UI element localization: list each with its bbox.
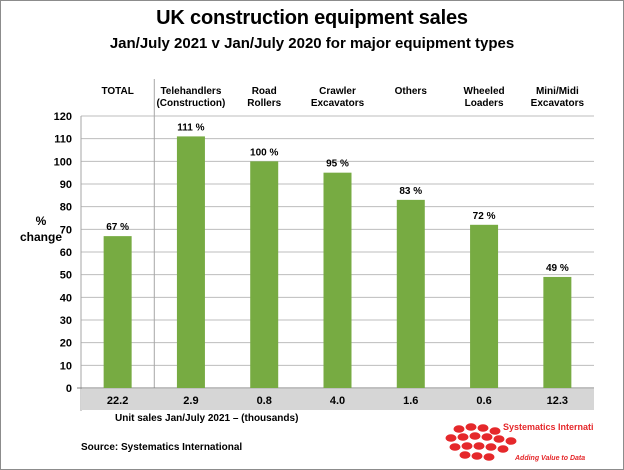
data-label: 72 % bbox=[473, 211, 496, 222]
y-tick-label: 70 bbox=[60, 224, 72, 236]
logo-dot bbox=[489, 427, 501, 435]
data-label: 100 % bbox=[250, 147, 278, 158]
data-label: 83 % bbox=[399, 186, 422, 197]
category-label: Excavators bbox=[531, 98, 585, 109]
y-tick-label: 60 bbox=[60, 247, 72, 259]
y-axis-label: change bbox=[20, 230, 62, 244]
unit-sales-value: 0.8 bbox=[257, 395, 272, 407]
category-label: Crawler bbox=[319, 86, 356, 97]
logo-dot bbox=[471, 452, 483, 460]
category-label: Rollers bbox=[247, 98, 281, 109]
data-label: 67 % bbox=[106, 222, 129, 233]
logo-dot bbox=[481, 433, 493, 441]
logo-dot bbox=[465, 423, 477, 431]
bar bbox=[103, 236, 132, 388]
logo-tagline: Adding Value to Data bbox=[514, 455, 585, 462]
unit-sales-value: 22.2 bbox=[107, 395, 128, 407]
y-tick-label: 40 bbox=[60, 292, 72, 304]
category-label: Wheeled bbox=[464, 86, 505, 97]
category-label: Others bbox=[395, 86, 428, 97]
logo-dot bbox=[485, 443, 497, 451]
y-tick-label: 20 bbox=[60, 338, 72, 350]
category-label: Excavators bbox=[311, 98, 365, 109]
unit-sales-value: 2.9 bbox=[183, 395, 198, 407]
bar bbox=[396, 199, 425, 388]
logo-name: Systematics International Ltd. bbox=[503, 422, 593, 432]
chart-subtitle: Jan/July 2021 v Jan/July 2020 for major … bbox=[109, 35, 515, 52]
category-label: Road bbox=[252, 86, 277, 97]
source-note: Source: Systematics International bbox=[81, 442, 243, 453]
unit-sales-value: 1.6 bbox=[403, 395, 418, 407]
bar bbox=[470, 224, 499, 388]
category-label: Loaders bbox=[465, 98, 504, 109]
unit-sales-caption: Unit sales Jan/July 2021 – (thousands) bbox=[115, 413, 299, 424]
data-label: 49 % bbox=[546, 263, 569, 274]
bar bbox=[543, 276, 572, 388]
category-label: TOTAL bbox=[101, 86, 133, 97]
logo-dot bbox=[497, 445, 509, 453]
y-tick-label: 50 bbox=[60, 270, 72, 282]
chart-title: UK construction equipment sales bbox=[156, 7, 468, 29]
logo-dot bbox=[449, 443, 461, 451]
logo-dot bbox=[457, 433, 469, 441]
y-tick-label: 10 bbox=[60, 360, 72, 372]
y-axis-label: % bbox=[36, 214, 47, 228]
bar bbox=[176, 136, 205, 388]
unit-sales-value: 0.6 bbox=[476, 395, 491, 407]
logo-dot bbox=[445, 434, 457, 442]
y-tick-label: 100 bbox=[54, 156, 72, 168]
bar bbox=[250, 161, 279, 388]
unit-sales-value: 4.0 bbox=[330, 395, 345, 407]
logo-dot bbox=[453, 425, 465, 433]
category-label: (Construction) bbox=[156, 98, 225, 109]
category-label: Telehandlers bbox=[160, 86, 221, 97]
logo-dot bbox=[483, 453, 495, 461]
logo-dot bbox=[459, 451, 471, 459]
data-label: 111 % bbox=[177, 122, 204, 133]
bar bbox=[323, 172, 352, 388]
data-label: 95 % bbox=[326, 159, 349, 170]
y-tick-label: 110 bbox=[54, 134, 72, 146]
unit-sales-band bbox=[81, 389, 594, 410]
systematics-logo: Systematics International Ltd. Adding Val… bbox=[445, 422, 593, 462]
y-tick-label: 120 bbox=[54, 111, 72, 123]
y-tick-label: 80 bbox=[60, 202, 72, 214]
logo-dot bbox=[469, 432, 481, 440]
logo-dot bbox=[505, 437, 517, 445]
unit-sales-value: 12.3 bbox=[547, 395, 568, 407]
logo-dot bbox=[461, 442, 473, 450]
y-tick-label: 0 bbox=[66, 383, 72, 395]
logo-dot bbox=[493, 435, 505, 443]
y-tick-label: 90 bbox=[60, 179, 72, 191]
logo-dot bbox=[477, 424, 489, 432]
y-tick-label: 30 bbox=[60, 315, 72, 327]
category-label: Mini/Midi bbox=[536, 86, 579, 97]
logo-dot bbox=[473, 442, 485, 450]
